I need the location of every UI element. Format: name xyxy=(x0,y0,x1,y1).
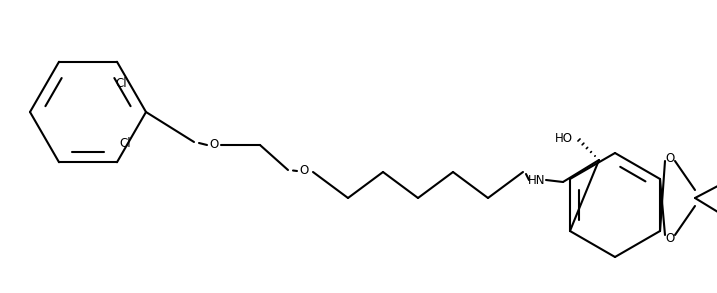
Text: O: O xyxy=(300,164,308,178)
Text: HN: HN xyxy=(528,173,546,187)
Text: HO: HO xyxy=(555,132,573,144)
Text: O: O xyxy=(665,231,675,244)
Text: Cl: Cl xyxy=(115,77,127,90)
Text: O: O xyxy=(665,151,675,164)
Text: Cl: Cl xyxy=(119,137,130,150)
Text: O: O xyxy=(209,139,219,151)
